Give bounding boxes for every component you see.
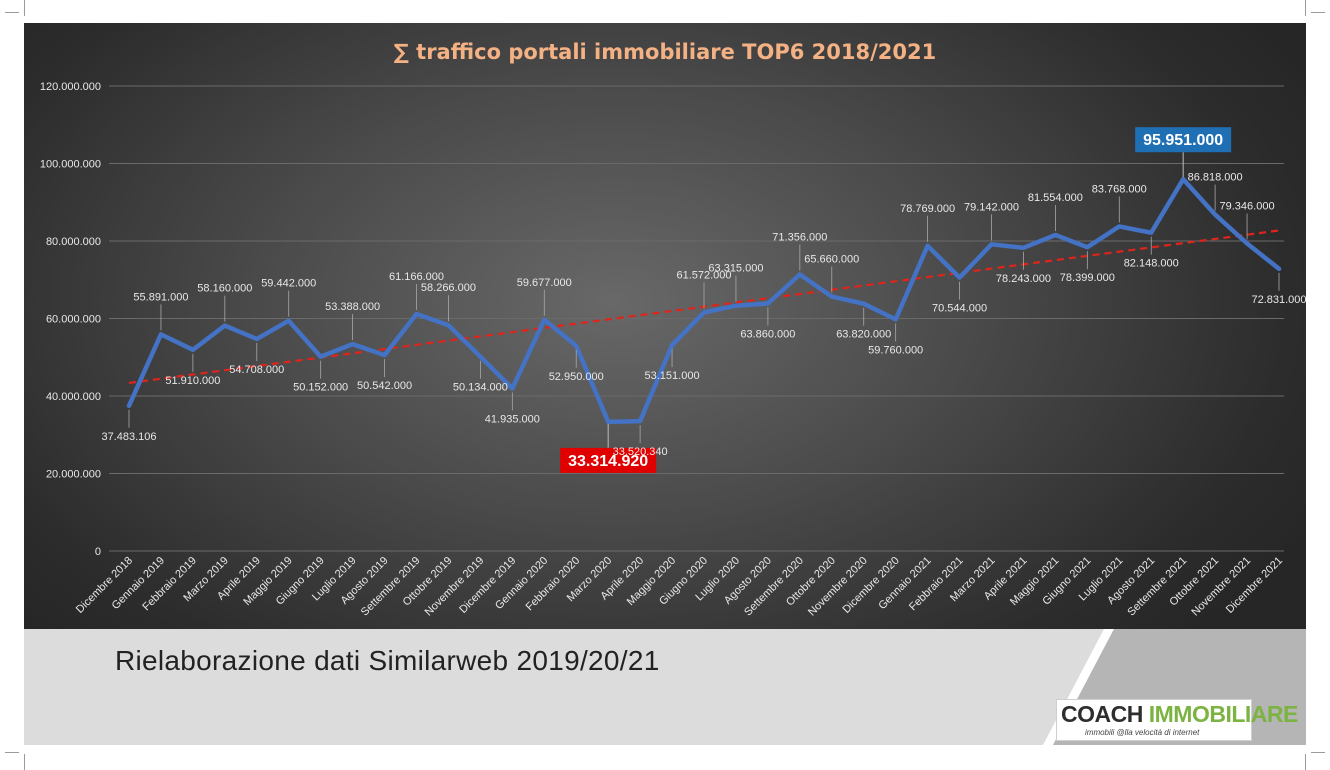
data-label: 79.346.000 <box>1220 201 1275 213</box>
logo-coach: COACH <box>1061 701 1149 727</box>
data-label: 59.760.000 <box>868 344 923 356</box>
data-labels: 37.483.106 55.891.000 51.910.000 58.160.000… <box>101 127 1306 473</box>
crop-mark <box>1305 0 1306 16</box>
crop-mark <box>24 754 25 770</box>
data-label: 65.660.000 <box>804 254 859 266</box>
data-label: 78.769.000 <box>900 203 955 215</box>
y-tick-label: 20.000.000 <box>46 469 101 481</box>
gridlines <box>109 85 1284 552</box>
data-label: 37.483.106 <box>101 431 156 443</box>
data-label: 59.677.000 <box>517 277 572 289</box>
data-label: 72.831.000 <box>1251 294 1306 306</box>
series-line <box>126 176 1282 425</box>
infographic-frame: ∑ traffico portali immobiliare TOP6 2018… <box>24 23 1306 745</box>
data-label: 86.818.000 <box>1188 172 1243 184</box>
footer-stripes <box>1043 629 1306 745</box>
chart-panel: ∑ traffico portali immobiliare TOP6 2018… <box>24 23 1306 629</box>
footer-caption: Rielaborazione dati Similarweb 2019/20/2… <box>115 645 660 676</box>
y-tick-label: 100.000.000 <box>40 159 101 171</box>
data-label: 71.356.000 <box>772 231 827 243</box>
y-tick-label: 40.000.000 <box>46 391 101 403</box>
data-label: 54.708.000 <box>229 364 284 376</box>
crop-mark <box>5 752 19 753</box>
data-label: 41.935.000 <box>485 414 540 426</box>
data-label: 95.951.000 <box>1143 132 1223 149</box>
series-polyline <box>126 176 1282 425</box>
data-label: 78.243.000 <box>996 273 1051 285</box>
data-label: 79.142.000 <box>964 201 1019 213</box>
logo-tagline: immobili @lla velocità di internet <box>1085 728 1200 737</box>
data-label: 83.768.000 <box>1092 183 1147 195</box>
data-label: 50.134.000 <box>453 382 508 394</box>
data-label: 61.166.000 <box>389 271 444 283</box>
data-label: 63.315.000 <box>708 263 763 275</box>
y-tick-label: 80.000.000 <box>46 236 101 248</box>
data-label: 63.820.000 <box>836 329 891 341</box>
data-label: 55.891.000 <box>133 291 188 303</box>
data-label: 63.860.000 <box>740 329 795 341</box>
data-label: 33.520.340 <box>613 446 668 458</box>
crop-mark <box>1311 12 1325 13</box>
data-label: 58.160.000 <box>197 283 252 295</box>
data-label: 33.314.920 <box>568 453 648 470</box>
crop-mark <box>1305 754 1306 770</box>
max-value-badge <box>1135 127 1232 153</box>
y-axis-ticks: 0 20.000.000 40.000.000 60.000.000 80.000.00… <box>40 81 101 558</box>
data-label: 53.388.000 <box>325 301 380 313</box>
data-label: 81.554.000 <box>1028 192 1083 204</box>
crop-mark <box>5 12 19 13</box>
data-label: 53.151.000 <box>645 370 700 382</box>
data-label: 58.266.000 <box>421 282 476 294</box>
brand-logo: COACH IMMOBILIARE immobili @lla velocità… <box>1056 699 1298 741</box>
crop-mark <box>24 0 25 16</box>
data-label: 50.152.000 <box>293 382 348 394</box>
min-value-badge <box>560 447 657 473</box>
data-label: 52.950.000 <box>549 371 604 383</box>
logo-immobiliare: IMMOBILIARE <box>1148 701 1299 727</box>
y-tick-label: 60.000.000 <box>46 314 101 326</box>
data-label: 59.442.000 <box>261 278 316 290</box>
data-label: 78.399.000 <box>1060 272 1115 284</box>
crop-mark <box>1311 752 1325 753</box>
logo-wordmark: COACH IMMOBILIARE <box>1061 701 1298 728</box>
data-label: 61.572.000 <box>676 269 731 281</box>
line-chart: ∑ traffico portali immobiliare TOP6 2018… <box>40 40 1306 618</box>
y-tick-label: 120.000.000 <box>40 81 101 93</box>
data-label: 50.542.000 <box>357 380 412 392</box>
data-label: 51.910.000 <box>165 375 220 387</box>
chart-title: ∑ traffico portali immobiliare TOP6 2018… <box>394 40 936 64</box>
data-label: 70.544.000 <box>932 303 987 315</box>
y-tick-label: 0 <box>95 546 101 558</box>
data-label: 82.148.000 <box>1124 258 1179 270</box>
